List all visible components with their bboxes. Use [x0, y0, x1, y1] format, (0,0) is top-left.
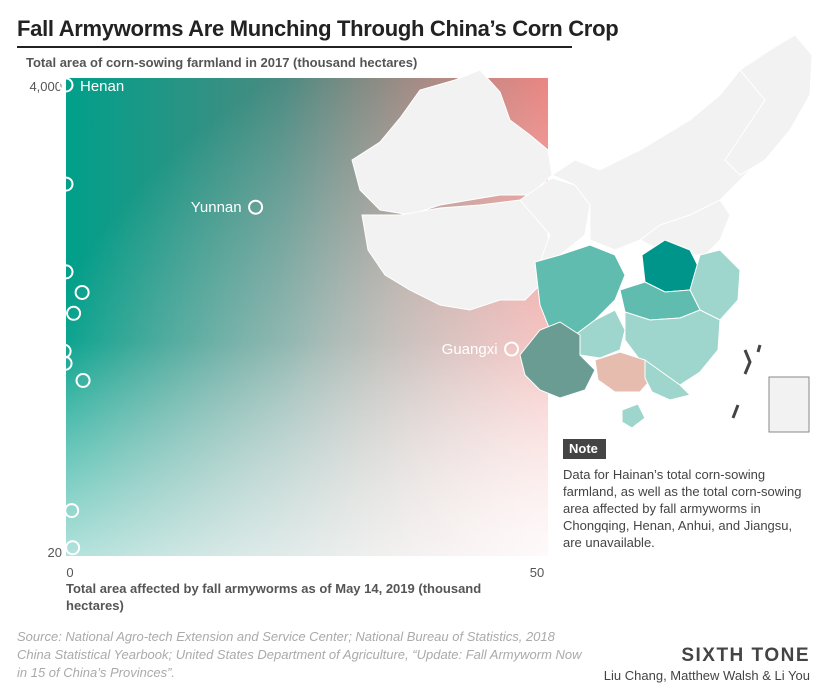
scatter-point	[66, 305, 82, 321]
scatter-point	[58, 176, 74, 192]
y-tick-label: 4,000	[29, 79, 62, 94]
map-hainan	[621, 403, 646, 429]
map-yunnan	[519, 321, 596, 399]
map-south-sea-dash-1	[731, 404, 740, 419]
map-south-sea-dash-2	[756, 344, 762, 353]
chart-title: Fall Armyworms Are Munching Through Chin…	[17, 16, 619, 41]
x-tick-label: 50	[530, 565, 544, 580]
x-axis-label: Total area affected by fall armyworms as…	[66, 581, 482, 613]
scatter-point	[58, 77, 74, 93]
map-sichuan	[534, 244, 626, 336]
brand-logo: SIXTH TONE	[681, 645, 810, 666]
title-underline	[17, 46, 572, 48]
map-tibet	[361, 199, 551, 311]
scatter-point	[74, 284, 90, 300]
map-guizhou	[574, 309, 626, 359]
point-label: Guangxi	[442, 341, 498, 358]
map-taiwan	[743, 349, 752, 375]
map-northeast	[724, 34, 813, 176]
scatter-point	[65, 540, 81, 556]
source-text: Source: National Agro-tech Extension and…	[17, 629, 582, 680]
scatter-point	[57, 355, 73, 371]
y-axis-label: Total area of corn-sowing farmland in 20…	[26, 55, 418, 70]
scatter-point	[248, 199, 264, 215]
map-south-sea-inset	[768, 376, 810, 433]
map-guangdong	[644, 359, 691, 401]
axis-ticks: 4,000 20 0 50	[29, 79, 544, 580]
scatter-point	[64, 503, 80, 519]
point-label: Yunnan	[191, 199, 242, 216]
scatter-point	[75, 372, 91, 388]
scatter-point	[504, 341, 520, 357]
point-label: Henan	[80, 78, 124, 95]
x-tick-label: 0	[66, 565, 73, 580]
y-tick-label: 20	[48, 545, 62, 560]
china-map	[351, 34, 813, 433]
authors-credit: Liu Chang, Matthew Walsh & Li You	[603, 668, 810, 683]
scatter-point	[58, 264, 74, 280]
points-layer: Henan Yunnan Guangxi	[56, 77, 520, 556]
map-qinghai	[519, 177, 591, 263]
map-guangxi	[594, 351, 653, 393]
note-tag: Note	[563, 439, 606, 459]
note-text: Data for Hainan’s total corn-sowing farm…	[563, 467, 802, 550]
